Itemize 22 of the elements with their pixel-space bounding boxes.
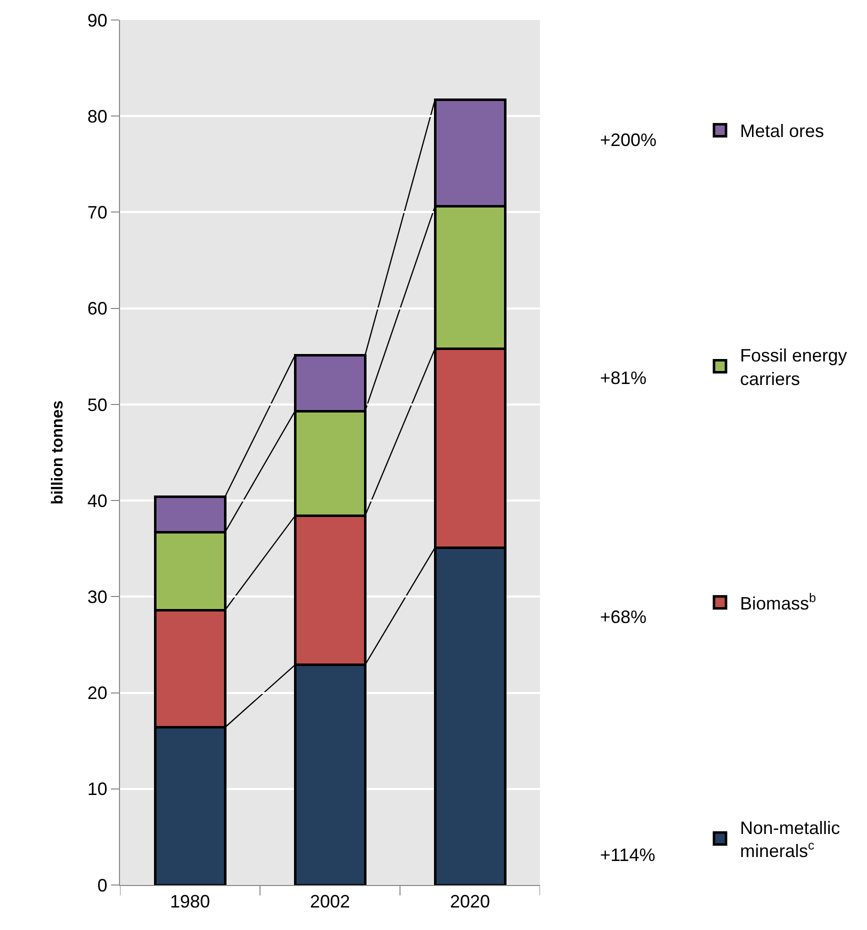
y-tick-label: 40 [87, 490, 108, 511]
text: +114% [600, 845, 656, 865]
x-tick-label: 2002 [310, 892, 350, 912]
x-tick-label: 1980 [170, 892, 210, 912]
y-tick-label: 90 [87, 10, 108, 30]
text: +68% [600, 607, 647, 627]
y-tick-label: 0 [97, 875, 108, 896]
y-tick-label: 10 [87, 779, 108, 800]
y-tick-label: 70 [87, 202, 108, 223]
y-tick-label: 20 [87, 683, 108, 704]
y-tick-label: 80 [87, 106, 108, 126]
y-tick-label: 60 [87, 298, 108, 319]
legend-label: Non-metallic minerals$^{c}$ [740, 818, 840, 862]
y-tick-label: 30 [87, 586, 108, 607]
y-axis-title: billion tonnes [49, 400, 66, 504]
legend-label: Biomass$^{b}$ [740, 590, 816, 614]
text: +200% [600, 130, 657, 150]
legend-label: Metal ores [740, 121, 824, 142]
legend-label: Fossil energy carriers [740, 346, 848, 390]
y-tick-label: 50 [87, 394, 108, 415]
text: +81% [600, 368, 647, 388]
x-tick-label: 2020 [450, 892, 490, 912]
